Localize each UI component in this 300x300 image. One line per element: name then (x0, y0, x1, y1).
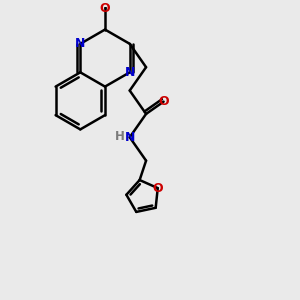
Text: O: O (158, 95, 169, 108)
Text: O: O (152, 182, 163, 195)
Text: N: N (124, 131, 135, 144)
Text: O: O (100, 2, 110, 15)
Text: H: H (114, 130, 124, 143)
Text: N: N (75, 37, 86, 50)
Text: N: N (124, 66, 135, 79)
